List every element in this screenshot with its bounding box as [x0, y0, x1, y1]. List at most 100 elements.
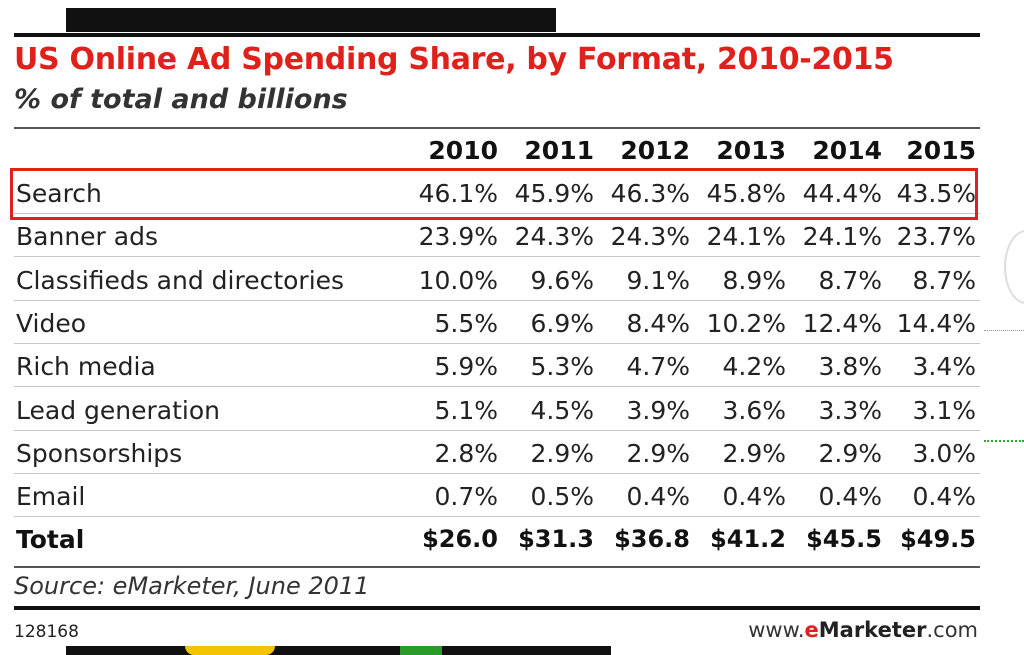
chart-id: 128168	[14, 622, 79, 642]
table-cell: 46.3%	[610, 179, 690, 208]
row-label: Video	[16, 308, 87, 338]
table-cell: 0.7%	[434, 482, 498, 512]
total-label: Total	[16, 525, 85, 555]
table-cell: 2.9%	[626, 438, 690, 468]
table-cell: 6.9%	[530, 308, 594, 338]
column-header-4: 2014	[812, 136, 882, 165]
total-cell: $45.5	[806, 525, 882, 554]
table-cell: 2.9%	[530, 438, 594, 468]
table-row: Rich media 5.9% 5.3% 4.7% 4.2% 3.8% 3.4%	[14, 343, 980, 388]
table-cell: 3.4%	[912, 352, 976, 382]
table-cell: 0.5%	[530, 482, 594, 512]
table-cell: 2.9%	[818, 438, 882, 468]
chart-subtitle: % of total and billions	[14, 84, 348, 115]
table-cell: 0.4%	[912, 482, 976, 512]
table-row: Sponsorships 2.8% 2.9% 2.9% 2.9% 2.9% 3.0%	[14, 430, 980, 474]
row-label: Rich media	[16, 352, 156, 382]
row-label: Sponsorships	[16, 438, 183, 468]
table-cell: 0.4%	[722, 482, 786, 512]
right-dotted-line	[984, 330, 1024, 331]
table-cell: 8.7%	[912, 265, 976, 295]
brand-marketer: Marketer	[818, 618, 927, 642]
total-cell: $31.3	[518, 525, 594, 554]
column-header-3: 2013	[716, 136, 786, 165]
table-cell: 3.0%	[912, 438, 976, 468]
total-cell: $36.8	[614, 525, 690, 554]
highlight-box	[10, 168, 978, 220]
brand-url[interactable]: www.eMarketer.com	[748, 618, 978, 642]
table-cell: 44.4%	[802, 179, 882, 208]
table-row: Video 5.5% 6.9% 8.4% 10.2% 12.4% 14.4%	[14, 300, 980, 344]
column-header-row: 2010 2011 2012 2013 2014 2015	[14, 134, 980, 170]
subtitle-rule	[14, 127, 980, 129]
source-note: Source: eMarketer, June 2011	[14, 572, 370, 600]
table-cell: 4.2%	[722, 352, 786, 382]
table-cell: 45.9%	[514, 179, 594, 208]
column-header-0: 2010	[428, 136, 498, 165]
table-row: Email 0.7% 0.5% 0.4% 0.4% 0.4% 0.4%	[14, 473, 980, 518]
table-cell: 3.3%	[818, 395, 882, 425]
table-cell: 24.1%	[802, 222, 882, 252]
table-cell: 2.8%	[434, 438, 498, 468]
table-cell: 0.4%	[626, 482, 690, 512]
table-cell: 8.4%	[626, 308, 690, 338]
table-cell: 24.3%	[514, 222, 594, 252]
table-cell: 23.7%	[896, 222, 976, 252]
row-label: Email	[16, 482, 86, 512]
bottom-black-bar	[66, 646, 611, 655]
table-cell: 8.9%	[722, 265, 786, 295]
table-cell: 43.5%	[896, 179, 976, 208]
row-label: Lead generation	[16, 395, 220, 425]
table-cell: 23.9%	[418, 222, 498, 252]
table-cell: 5.1%	[434, 395, 498, 425]
table-cell: 12.4%	[802, 308, 882, 338]
table-row: Search 46.1% 45.9% 46.3% 45.8% 44.4% 43.5%	[14, 170, 980, 214]
row-label: Banner ads	[16, 222, 158, 252]
table-cell: 0.4%	[818, 482, 882, 512]
bottom-rule	[14, 606, 980, 610]
top-black-bar	[66, 8, 556, 32]
table-row: Classifieds and directories 10.0% 9.6% 9.1%…	[14, 257, 980, 301]
table-cell: 9.6%	[530, 265, 594, 295]
bottom-yellow-shape	[185, 646, 275, 655]
table-cell: 45.8%	[706, 179, 786, 208]
brand-prefix: www.	[748, 618, 805, 642]
table-cell: 3.9%	[626, 395, 690, 425]
table-cell: 10.0%	[418, 265, 498, 295]
brand-suffix: .com	[926, 618, 978, 642]
column-header-2: 2012	[620, 136, 690, 165]
table-cell: 8.7%	[818, 265, 882, 295]
table-cell: 3.1%	[912, 395, 976, 425]
table-cell: 2.9%	[722, 438, 786, 468]
table-cell: 5.9%	[434, 352, 498, 382]
table-cell: 9.1%	[626, 265, 690, 295]
right-green-dotted-line	[984, 440, 1024, 442]
table-cell: 4.5%	[530, 395, 594, 425]
table-cell: 14.4%	[896, 308, 976, 338]
right-edge-artifacts	[984, 230, 1024, 500]
table-cell: 4.7%	[626, 352, 690, 382]
bottom-green-shape	[400, 646, 442, 655]
top-rule	[14, 33, 980, 37]
table-cell: 46.1%	[418, 179, 498, 208]
column-header-5: 2015	[906, 136, 976, 165]
total-cell: $41.2	[710, 525, 786, 554]
brand-e: e	[804, 618, 819, 642]
table-cell: 5.5%	[434, 308, 498, 338]
table-cell: 10.2%	[706, 308, 786, 338]
chart-title: US Online Ad Spending Share, by Format, …	[14, 42, 894, 77]
total-rule	[14, 566, 980, 568]
total-row: Total $26.0 $31.3 $36.8 $41.2 $45.5 $49.5	[14, 516, 980, 559]
column-header-1: 2011	[524, 136, 594, 165]
total-cell: $26.0	[422, 525, 498, 554]
table-cell: 24.3%	[610, 222, 690, 252]
table-cell: 3.6%	[722, 395, 786, 425]
table-cell: 5.3%	[530, 352, 594, 382]
row-label: Search	[16, 179, 102, 208]
total-cell: $49.5	[900, 525, 976, 554]
right-arc-shape	[1004, 230, 1024, 304]
table-row: Banner ads 23.9% 24.3% 24.3% 24.1% 24.1% 23.7%	[14, 213, 980, 258]
row-label: Classifieds and directories	[16, 265, 345, 295]
table-row: Lead generation 5.1% 4.5% 3.9% 3.6% 3.3% 3.1%	[14, 387, 980, 431]
table-cell: 3.8%	[818, 352, 882, 382]
